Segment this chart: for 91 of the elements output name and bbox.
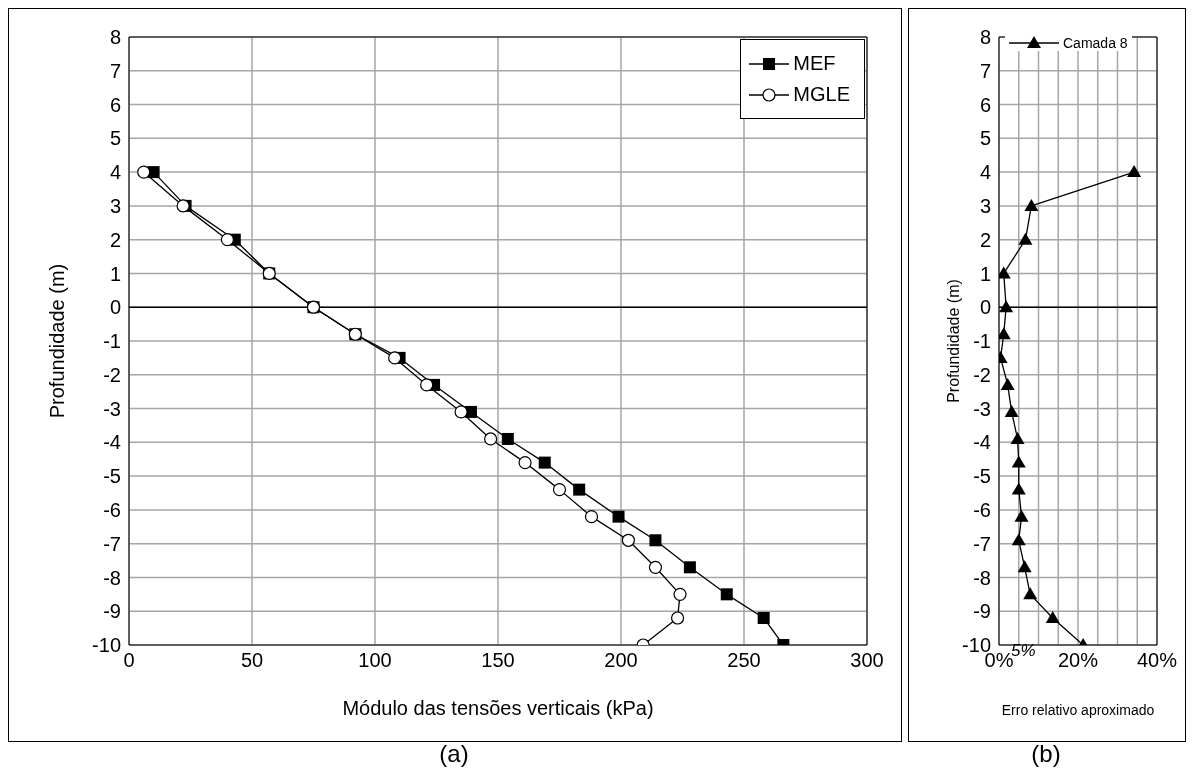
x-tick-label: 50	[240, 649, 264, 672]
point	[518, 456, 532, 470]
y-tick-label: -2	[103, 363, 121, 386]
legend-label: Camada 8	[1063, 35, 1128, 51]
y-tick-label: 7	[109, 59, 121, 82]
annotation: 5%	[1011, 641, 1036, 660]
point	[584, 510, 599, 524]
y-tick-label: -7	[103, 532, 121, 555]
y-tick-label: 5	[979, 127, 991, 150]
y-tick-label: -10	[92, 634, 121, 657]
x-axis-title: Módulo das tensões verticais (kPa)	[342, 697, 654, 719]
point	[999, 300, 1014, 313]
y-tick-label: -7	[973, 532, 991, 555]
y-tick-label: -9	[103, 600, 121, 623]
y-tick-label: 6	[109, 93, 121, 116]
point	[501, 432, 514, 445]
y-tick-label: 4	[109, 161, 121, 184]
point	[1011, 533, 1026, 546]
y-axis-title: Profundidade (m)	[944, 279, 962, 403]
y-tick-label: -1	[973, 330, 991, 353]
point	[1024, 198, 1039, 211]
text: (a)	[438, 740, 470, 768]
y-tick-label: -8	[973, 566, 991, 589]
point	[220, 233, 234, 247]
point	[673, 587, 687, 601]
point	[1018, 232, 1033, 245]
y-tick-label: 3	[979, 194, 991, 217]
x-tick-label: 20%	[1057, 649, 1099, 672]
point	[573, 483, 586, 496]
y-tick-label: -3	[103, 397, 121, 420]
y-axis-title: Profundidade (m)	[46, 263, 69, 419]
point	[1045, 610, 1060, 623]
y-tick-label: 6	[979, 93, 991, 116]
y-tick-label: 4	[979, 161, 991, 184]
legend-label: MEF	[793, 52, 836, 75]
point	[137, 165, 151, 179]
point	[1011, 482, 1026, 495]
point	[1014, 509, 1029, 522]
y-tick-label: -9	[973, 600, 991, 623]
point	[683, 561, 696, 574]
y-tick-label: 1	[979, 262, 991, 285]
y-tick-label: -4	[973, 431, 991, 454]
point	[1004, 404, 1019, 417]
y-tick-label: 2	[979, 228, 991, 251]
x-tick-label: 300	[850, 649, 884, 672]
y-tick-label: -1	[103, 330, 121, 353]
x-tick-label: 40%	[1136, 649, 1178, 672]
y-tick-label: -5	[973, 465, 991, 488]
y-tick-label: 0	[979, 296, 991, 319]
point	[552, 483, 567, 497]
point	[420, 378, 434, 392]
point	[1017, 560, 1032, 573]
y-tick-label: 1	[109, 262, 121, 285]
point	[454, 405, 468, 419]
point	[1010, 431, 1025, 444]
y-tick-label: 8	[109, 26, 121, 49]
point	[670, 611, 685, 625]
point	[612, 510, 625, 523]
x-tick-label: 200	[604, 649, 638, 672]
y-tick-label: -8	[103, 566, 121, 589]
text: (b)	[1030, 740, 1062, 768]
y-tick-label: -6	[973, 498, 991, 521]
point	[621, 533, 635, 547]
y-tick-label: 3	[109, 194, 121, 217]
y-tick-label: 7	[979, 59, 991, 82]
point	[1023, 587, 1038, 600]
x-tick-label: 100	[358, 649, 392, 672]
point	[1127, 165, 1142, 178]
x-tick-label: 0	[123, 649, 135, 672]
point	[720, 588, 733, 601]
point	[648, 560, 663, 574]
point	[1011, 455, 1026, 468]
x-tick-label: 150	[481, 649, 515, 672]
y-tick-label: -3	[973, 397, 991, 420]
y-tick-label: 5	[109, 127, 121, 150]
y-tick-label: 2	[109, 228, 121, 251]
x-tick-label: 250	[727, 649, 761, 672]
x-axis-title: Erro relativo aproximado	[1001, 702, 1155, 718]
y-tick-label: -4	[103, 431, 121, 454]
legend-label: MGLE	[793, 83, 850, 106]
y-tick-label: -6	[103, 498, 121, 521]
y-tick-label: -2	[973, 363, 991, 386]
point	[1000, 377, 1015, 390]
point	[538, 456, 551, 469]
point	[757, 611, 770, 624]
point	[388, 351, 402, 365]
y-tick-label: 0	[109, 296, 121, 319]
point	[484, 432, 498, 446]
y-tick-label: -5	[103, 465, 121, 488]
point	[649, 534, 662, 547]
y-tick-label: 8	[979, 26, 991, 49]
